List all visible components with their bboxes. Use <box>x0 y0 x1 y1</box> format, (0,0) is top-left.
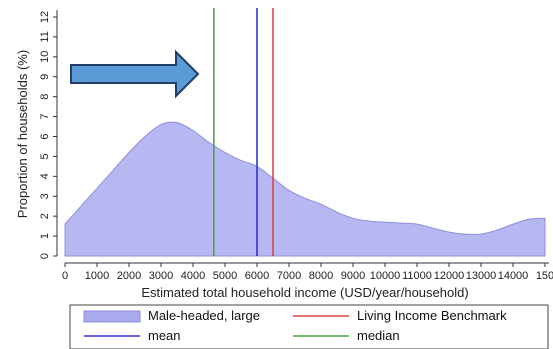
x-tick-label-12000: 12000 <box>434 270 465 282</box>
y-tick-label-5: 5 <box>39 153 51 159</box>
x-tick-label-2000: 2000 <box>117 270 141 282</box>
legend-label-male-headed-large: Male-headed, large <box>148 308 260 323</box>
x-tick-label-10000: 10000 <box>370 270 401 282</box>
y-tick-label-9: 9 <box>39 74 51 80</box>
y-tick-label-6: 6 <box>39 133 51 139</box>
y-tick-label-3: 3 <box>39 193 51 199</box>
axes: Estimated total household income (USD/ye… <box>15 10 553 300</box>
x-tick-label-14000: 14000 <box>498 270 529 282</box>
y-tick-label-0: 0 <box>39 253 51 259</box>
x-tick-label-3000: 3000 <box>149 270 173 282</box>
x-tick-label-6000: 6000 <box>245 270 269 282</box>
annotation <box>70 49 200 99</box>
y-tick-label-1: 1 <box>39 233 51 239</box>
legend-box <box>69 304 549 349</box>
x-tick-label-8000: 8000 <box>309 270 333 282</box>
y-tick-label-4: 4 <box>39 173 51 179</box>
x-tick-label-15000: 150 <box>536 270 553 282</box>
series-area-male-headed-large <box>64 121 546 257</box>
legend-label-median: median <box>357 328 400 343</box>
x-tick-label-7000: 7000 <box>277 270 301 282</box>
legend: Male-headed, large Living Income Benchmar… <box>69 304 549 349</box>
legend-swatch-male-headed-large <box>83 310 141 323</box>
x-axis-title: Estimated total household income (USD/ye… <box>141 285 468 300</box>
x-tick-label-13000: 13000 <box>466 270 497 282</box>
x-tick-label-11000: 11000 <box>402 270 432 282</box>
x-tick-label-5000: 5000 <box>213 270 237 282</box>
right-arrow-icon <box>70 49 200 99</box>
y-tick-label-8: 8 <box>39 94 51 100</box>
y-tick-label-2: 2 <box>39 213 51 219</box>
legend-label-living-income-benchmark: Living Income Benchmark <box>357 308 507 323</box>
y-axis-title: Proportion of households (%) <box>15 50 30 218</box>
y-tick-label-7: 7 <box>39 114 51 120</box>
x-tick-label-4000: 4000 <box>181 270 205 282</box>
x-tick-label-0: 0 <box>62 270 68 282</box>
x-tick-label-9000: 9000 <box>341 270 365 282</box>
legend-label-mean: mean <box>148 328 181 343</box>
plot-area <box>64 8 546 257</box>
y-tick-label-10: 10 <box>39 51 51 63</box>
y-tick-label-11: 11 <box>39 31 51 42</box>
y-tick-label-12: 12 <box>39 11 51 23</box>
x-tick-label-1000: 1000 <box>85 270 109 282</box>
